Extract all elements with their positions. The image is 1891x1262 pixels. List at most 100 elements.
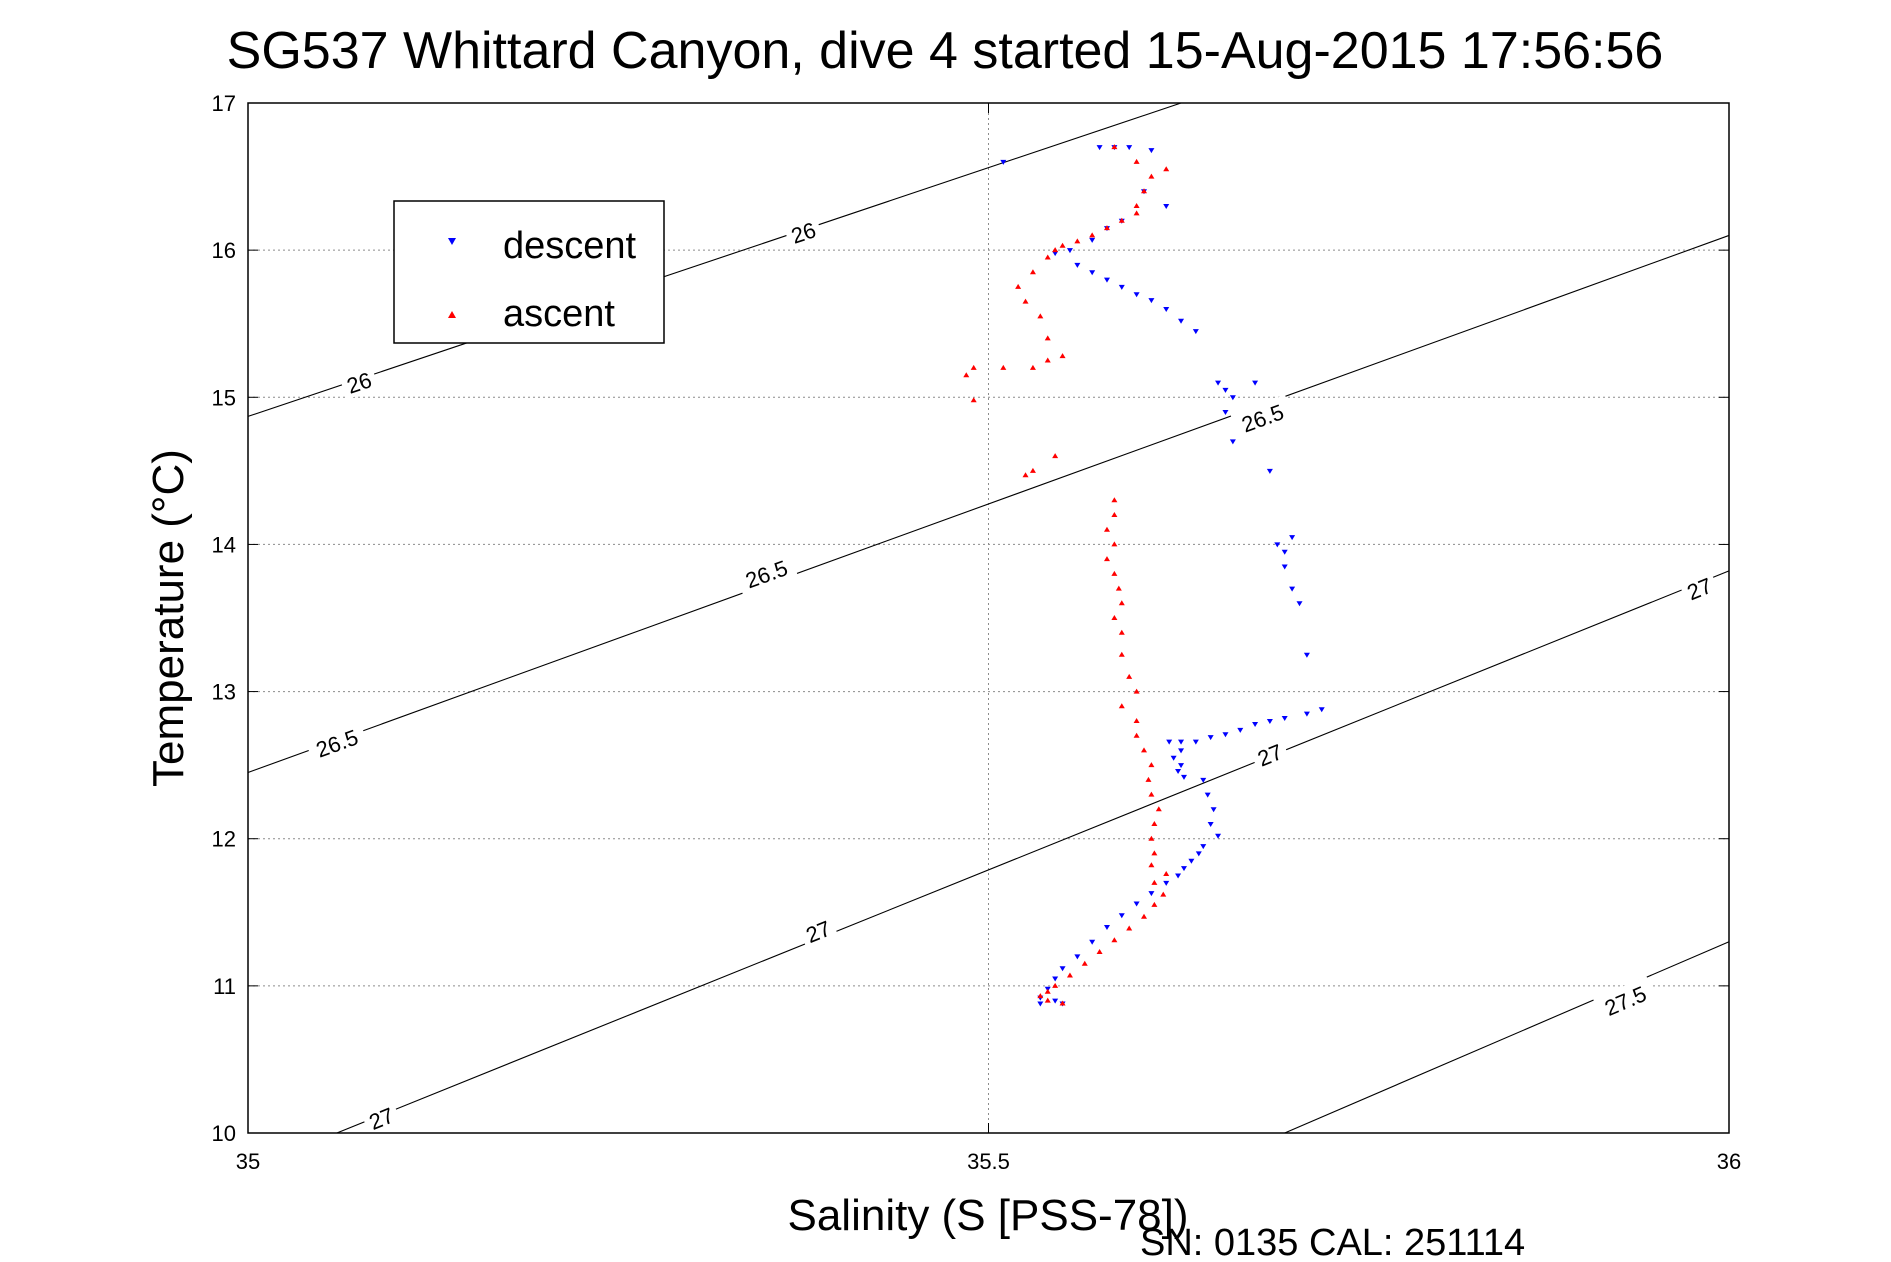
descent-point	[1252, 380, 1259, 386]
descent-point	[1281, 716, 1288, 722]
descent-point	[1118, 284, 1125, 290]
ascent-point	[1118, 651, 1125, 657]
descent-point	[1281, 549, 1288, 555]
x-tick-label: 36	[1717, 1149, 1741, 1174]
contour-line	[247, 234, 1730, 774]
ascent-point	[1111, 615, 1118, 620]
ascent-point	[1044, 335, 1051, 341]
descent-point	[1178, 748, 1185, 754]
descent-point	[1215, 380, 1222, 386]
chart-title: SG537 Whittard Canyon, dive 4 started 15…	[227, 22, 1664, 80]
ascent-point	[1103, 225, 1110, 231]
descent-point	[1200, 777, 1207, 783]
descent-point	[1148, 891, 1155, 897]
descent-point	[1318, 707, 1325, 713]
ascent-point	[1141, 747, 1148, 753]
descent-point	[1229, 439, 1236, 445]
descent-point	[1089, 939, 1096, 945]
contour-label-bg	[1230, 394, 1294, 440]
descent-point	[1148, 148, 1155, 154]
ascent-point	[1096, 949, 1103, 955]
descent-point	[1052, 976, 1059, 982]
descent-point	[1074, 954, 1081, 960]
descent-point	[1222, 387, 1229, 393]
contour-label-bg	[338, 363, 380, 400]
ascent-point	[1044, 357, 1051, 363]
ascent-point	[1111, 497, 1118, 503]
ascent-point	[1148, 762, 1155, 768]
ascent-point	[1133, 203, 1140, 208]
ascent-point	[1015, 283, 1022, 289]
ascent-point	[963, 372, 970, 378]
ascent-point	[1103, 526, 1110, 532]
ascent-point	[1118, 703, 1125, 709]
ascent-point	[1029, 467, 1036, 473]
contour-label-bg	[734, 550, 798, 596]
ascent-point	[1133, 158, 1140, 164]
legend-descent-label: descent	[503, 225, 637, 267]
ascent-point	[1029, 364, 1036, 370]
ascent-point	[1145, 776, 1152, 782]
ascent-point	[1111, 937, 1118, 943]
descent-point	[1052, 251, 1059, 257]
series-descent	[1000, 145, 1325, 1007]
ascent-point	[1151, 901, 1158, 907]
ascent-point	[970, 364, 977, 370]
ascent-point	[1044, 254, 1051, 260]
ascent-point	[1022, 472, 1029, 478]
x-tick-label: 35.5	[967, 1149, 1010, 1174]
ascent-point	[1059, 242, 1066, 248]
descent-point	[1210, 807, 1217, 813]
serial-calibration-text: SN: 0135 CAL: 251114	[1140, 1222, 1525, 1262]
ascent-point	[1052, 247, 1059, 253]
ascent-point	[1141, 913, 1148, 919]
legend-ascent-label: ascent	[503, 293, 615, 335]
ascent-point	[1111, 541, 1118, 547]
descent-point	[1175, 873, 1182, 879]
ascent-point	[1052, 453, 1059, 459]
ascent-point	[1148, 835, 1155, 841]
descent-point	[1222, 732, 1229, 738]
descent-point	[1195, 851, 1202, 857]
ascent-point	[1074, 238, 1081, 244]
ascent-point	[1081, 960, 1088, 966]
ascent-point	[1126, 925, 1133, 931]
descent-point	[1303, 652, 1310, 658]
ascent-point	[1141, 188, 1148, 194]
ascent-point	[1111, 512, 1118, 517]
ascent-point	[1089, 232, 1096, 238]
descent-point	[1200, 844, 1207, 850]
contour-label-bg	[1593, 976, 1657, 1024]
ascent-point	[1037, 313, 1044, 319]
y-axis-label: Temperature (°C)	[144, 449, 193, 787]
ascent-point	[1059, 353, 1066, 359]
ascent-point	[1022, 298, 1029, 304]
ascent-point	[1133, 718, 1140, 723]
legend-box	[393, 200, 665, 344]
descent-point	[1166, 739, 1173, 745]
contour-label-bg	[1248, 735, 1291, 773]
descent-point	[1274, 542, 1281, 548]
descent-point	[1266, 468, 1273, 474]
descent-point	[1222, 410, 1229, 415]
ascent-point	[1118, 217, 1125, 223]
descent-point	[1170, 755, 1177, 761]
ascent-point	[1044, 997, 1051, 1003]
descent-point	[1096, 145, 1103, 151]
descent-point	[1289, 586, 1296, 592]
descent-point	[1089, 270, 1096, 276]
descent-point	[1175, 769, 1182, 775]
ascent-point	[1148, 862, 1155, 868]
contour-line	[1284, 941, 1730, 1134]
descent-point	[1163, 204, 1170, 209]
y-tick-label: 17	[212, 91, 236, 116]
x-tick-label: 35	[236, 1149, 260, 1174]
descent-point	[1118, 913, 1125, 919]
y-tick-label: 15	[212, 385, 236, 410]
descent-point	[1103, 925, 1110, 930]
series-ascent	[963, 144, 1170, 1006]
ascent-point	[1052, 982, 1059, 988]
y-tick-label: 12	[212, 827, 236, 852]
